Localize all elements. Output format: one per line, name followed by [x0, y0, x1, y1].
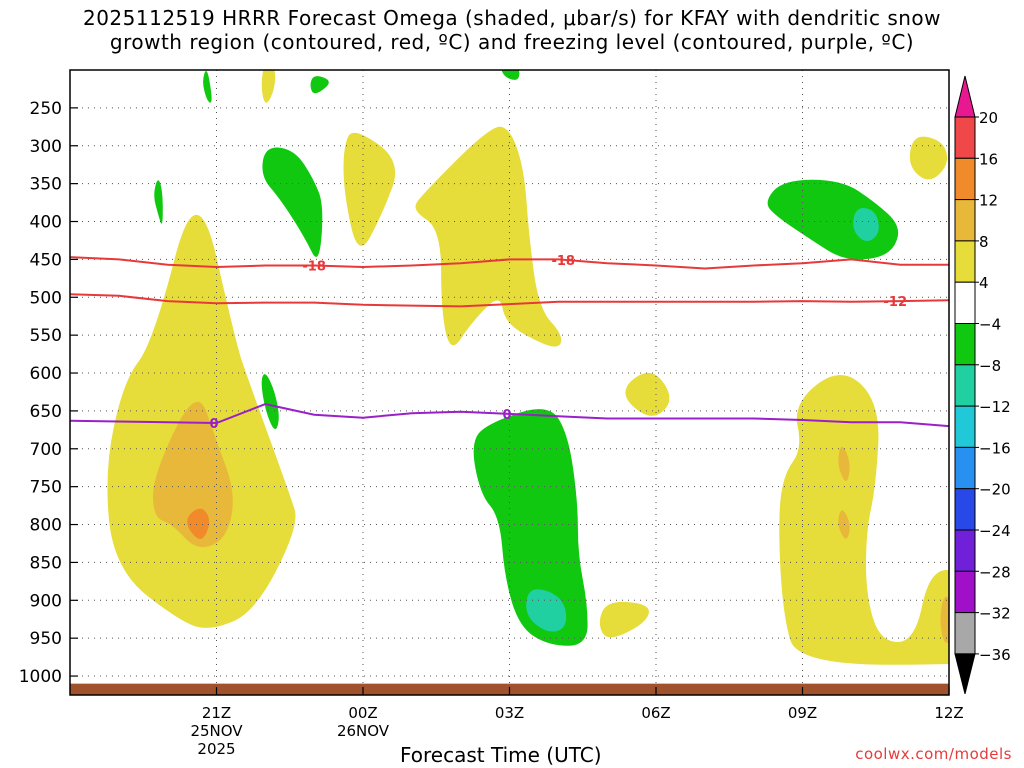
colorbar-label: −12 [979, 398, 1011, 416]
omega-region [153, 401, 233, 548]
colorbar-bin [954, 281, 976, 325]
omega-region [262, 147, 323, 257]
colorbar-bin [954, 570, 976, 614]
source-credit: coolwx.com/models [855, 745, 1012, 763]
y-tick-label: 250 [30, 99, 62, 119]
omega-region [310, 76, 329, 94]
freezing-level-line [70, 403, 949, 428]
contour-label: -18 [302, 259, 326, 274]
colorbar-label: 4 [979, 274, 989, 292]
colorbar-label: −24 [979, 522, 1011, 540]
omega-region [261, 70, 276, 103]
omega-shading [107, 70, 949, 665]
omega-region [261, 374, 279, 430]
grid [70, 70, 950, 695]
colorbar-bin [954, 446, 976, 490]
y-tick-label: 1000 [19, 667, 62, 687]
y-axis: 250 300 350 400 450 500 550 600 650 700 750 800 850 9… [19, 99, 78, 687]
y-tick-label: 950 [30, 629, 62, 649]
omega-region [415, 126, 562, 347]
y-tick-label: 400 [30, 213, 62, 233]
x-axis-label: Forecast Time (UTC) [400, 743, 602, 767]
contour-label: 0 [503, 408, 512, 423]
colorbar-bin [954, 157, 976, 201]
contour-label: -18 [551, 254, 575, 269]
omega-region [838, 446, 850, 481]
contour-label: -12 [884, 295, 908, 310]
dgz-contour-line [70, 293, 949, 308]
omega-region [203, 71, 212, 103]
x-tick-label: 06Z [641, 704, 670, 722]
y-tick-label: 450 [30, 250, 62, 270]
dgz-contour-line [70, 256, 949, 270]
omega-region [599, 601, 649, 638]
colorbar-label: −8 [979, 357, 1001, 375]
colorbar-bin [954, 612, 976, 655]
x-tick-label: 21Z [202, 704, 231, 722]
colorbar-label: 20 [979, 109, 998, 127]
colorbar-under-arrow [954, 653, 976, 695]
y-tick-label: 850 [30, 553, 62, 573]
colorbar-label: 16 [979, 150, 998, 168]
omega-region [343, 132, 396, 246]
x-tick-label: 00Z [348, 704, 377, 722]
chart-title: 2025112519 HRRR Forecast Omega (shaded, … [0, 6, 1024, 54]
x-tick-label: 09Z [788, 704, 817, 722]
colorbar-bin [954, 364, 976, 407]
y-tick-label: 600 [30, 364, 62, 384]
colorbar-label: 12 [979, 192, 998, 210]
colorbar: 20 16 12 8 4 −4 −8 −12 −16 −20 −24 −28 −32 −36 [954, 75, 1011, 695]
colorbar-label: 8 [979, 233, 989, 251]
omega-region [853, 208, 879, 241]
colorbar-bin [954, 199, 976, 242]
omega-region [940, 596, 949, 643]
colorbar-label: −20 [979, 481, 1011, 499]
x-tick-label: 26NOV [337, 722, 390, 740]
x-tick-label: 12Z [934, 704, 963, 722]
y-tick-label: 500 [30, 288, 62, 308]
omega-region [501, 70, 520, 80]
chart-title-line1: 2025112519 HRRR Forecast Omega (shaded, … [82, 6, 942, 30]
y-tick-label: 900 [30, 591, 62, 611]
omega-region [187, 508, 210, 539]
x-tick-label: 2025 [197, 740, 235, 758]
colorbar-label: −32 [979, 605, 1011, 623]
chart-title-line2: growth region (contoured, red, ºC) and f… [109, 30, 915, 54]
colorbar-bin [954, 323, 976, 366]
colorbar-label: −28 [979, 563, 1011, 581]
omega-region [473, 409, 588, 646]
contour-label: 0 [210, 417, 219, 432]
colorbar-bin [954, 529, 976, 572]
colorbar-bin [954, 405, 976, 448]
omega-region [154, 180, 163, 224]
omega-region [779, 374, 949, 665]
colorbar-label: −16 [979, 439, 1011, 457]
omega-region [909, 136, 948, 180]
colorbar-bin [954, 240, 976, 283]
colorbar-bin [954, 488, 976, 531]
y-tick-label: 800 [30, 516, 62, 536]
x-tick-label: 03Z [495, 704, 524, 722]
contours: -18 -18 -12 0 0 [70, 254, 949, 432]
colorbar-label: −4 [979, 316, 1001, 334]
y-tick-label: 700 [30, 440, 62, 460]
y-tick-label: 300 [30, 137, 62, 157]
y-tick-label: 650 [30, 402, 62, 422]
y-tick-label: 550 [30, 326, 62, 346]
y-tick-label: 750 [30, 478, 62, 498]
colorbar-label: −36 [979, 646, 1011, 664]
x-tick-label: 25NOV [190, 722, 243, 740]
omega-region [625, 372, 670, 416]
colorbar-over-arrow [954, 75, 976, 118]
omega-region [767, 179, 899, 260]
y-tick-label: 350 [30, 175, 62, 195]
colorbar-bin [954, 116, 976, 159]
